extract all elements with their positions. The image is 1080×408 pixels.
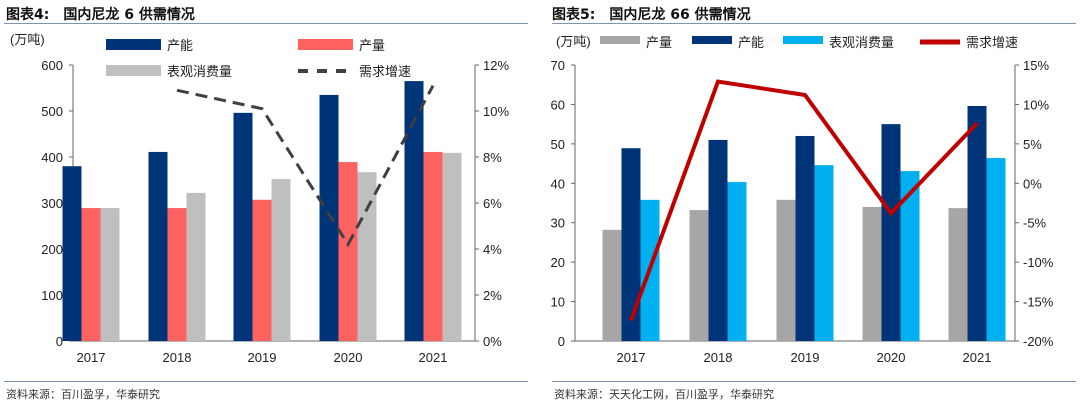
legend-label: 产能 <box>738 35 764 50</box>
bar-2020-1 <box>881 124 901 342</box>
bar-2018-2 <box>727 182 747 341</box>
divider <box>4 381 528 382</box>
bar-2017-1 <box>621 148 641 341</box>
x-tick-label: 2019 <box>791 350 820 365</box>
chart2-source: 资料来源：天天化工网，百川盈孚，华泰研究 <box>554 388 774 401</box>
bar-2019-1 <box>252 199 272 341</box>
bar-2019-0 <box>776 199 796 341</box>
bar-2018-0 <box>689 210 709 341</box>
y-tick-label: 50 <box>551 137 565 152</box>
y2-tick-label: 15% <box>1023 58 1049 73</box>
y2-tick-label: -20% <box>1023 334 1054 349</box>
legend-label: 需求增速 <box>359 64 411 79</box>
legend-swatch <box>600 36 640 44</box>
y-tick-label: 300 <box>41 196 63 211</box>
bar-2020-2 <box>900 171 920 341</box>
divider <box>552 381 1076 382</box>
x-tick-label: 2017 <box>77 350 106 365</box>
y-tick-label: 10 <box>551 295 565 310</box>
bar-2017-0 <box>602 229 622 341</box>
y-tick-label: 100 <box>41 288 63 303</box>
bar-2020-0 <box>862 206 882 341</box>
legend-label: 产量 <box>359 38 385 53</box>
bar-2021-1 <box>423 151 443 341</box>
bar-2021-2 <box>442 152 462 341</box>
chart1-source: 资料来源：百川盈孚，华泰研究 <box>6 388 160 401</box>
y-axis-unit: (万吨) <box>556 34 591 49</box>
y2-tick-label: -10% <box>1023 255 1054 270</box>
y-tick-label: 70 <box>551 58 565 73</box>
bar-2019-0 <box>233 112 253 341</box>
demand-growth-line <box>176 84 435 248</box>
y2-tick-label: 10% <box>1023 97 1049 112</box>
x-tick-label: 2021 <box>963 350 992 365</box>
bar-2018-1 <box>167 208 187 341</box>
x-tick-label: 2018 <box>704 350 733 365</box>
y2-tick-label: 2% <box>483 288 502 303</box>
y-tick-label: 200 <box>41 242 63 257</box>
y-tick-label: 600 <box>41 58 63 73</box>
bar-2018-0 <box>148 151 168 341</box>
bar-2020-0 <box>319 94 339 342</box>
bar-2017-2 <box>100 208 120 341</box>
legend-swatch <box>106 39 161 50</box>
x-tick-label: 2020 <box>334 350 363 365</box>
divider <box>552 23 1076 24</box>
y2-tick-label: 6% <box>483 196 502 211</box>
y2-tick-label: 10% <box>483 104 509 119</box>
y2-tick-label: 0% <box>483 334 502 349</box>
x-tick-label: 2018 <box>163 350 192 365</box>
divider <box>4 23 528 24</box>
y2-tick-label: -5% <box>1023 216 1047 231</box>
bar-2019-2 <box>271 179 291 341</box>
x-tick-label: 2019 <box>248 350 277 365</box>
y2-tick-label: 8% <box>483 150 502 165</box>
bar-2021-1 <box>967 106 987 342</box>
bar-2021-2 <box>986 158 1006 341</box>
legend-swatch <box>298 39 353 50</box>
y2-tick-label: 4% <box>483 242 502 257</box>
y2-tick-label: 5% <box>1023 137 1042 152</box>
chart1-title: 图表4: 国内尼龙 6 供需情况 <box>6 7 195 23</box>
y-tick-label: 500 <box>41 104 63 119</box>
bar-2019-1 <box>795 135 815 341</box>
x-tick-label: 2021 <box>419 350 448 365</box>
y-tick-label: 30 <box>551 216 565 231</box>
bar-2018-1 <box>708 139 728 341</box>
legend-swatch <box>692 36 732 44</box>
y-axis-unit: (万吨) <box>10 32 45 47</box>
y2-tick-label: 0% <box>1023 176 1042 191</box>
legend-label: 产量 <box>646 35 672 50</box>
x-tick-label: 2020 <box>877 350 906 365</box>
legend-label: 表观消费量 <box>167 64 232 79</box>
legend-label: 表观消费量 <box>829 35 894 50</box>
bar-2020-2 <box>357 172 377 341</box>
bar-2020-1 <box>338 162 358 341</box>
bar-2021-0 <box>404 81 424 341</box>
legend-label: 产能 <box>167 38 193 53</box>
legend-label: 需求增速 <box>966 35 1018 50</box>
y2-tick-label: 12% <box>483 58 509 73</box>
bar-2018-2 <box>186 192 206 341</box>
y-tick-label: 20 <box>551 255 565 270</box>
bar-2017-0 <box>62 166 82 341</box>
chart2-title: 图表5: 国内尼龙 66 供需情况 <box>552 7 751 23</box>
y2-tick-label: -15% <box>1023 295 1054 310</box>
legend-swatch <box>106 65 161 76</box>
y-tick-label: 400 <box>41 150 63 165</box>
legend-swatch <box>783 36 823 44</box>
bar-2017-1 <box>81 208 101 341</box>
bar-2019-2 <box>814 165 834 341</box>
y-tick-label: 60 <box>551 97 565 112</box>
y-tick-label: 40 <box>551 176 565 191</box>
bar-2021-0 <box>948 208 968 341</box>
y-tick-label: 0 <box>558 334 565 349</box>
x-tick-label: 2017 <box>617 350 646 365</box>
y-tick-label: 0 <box>56 334 63 349</box>
